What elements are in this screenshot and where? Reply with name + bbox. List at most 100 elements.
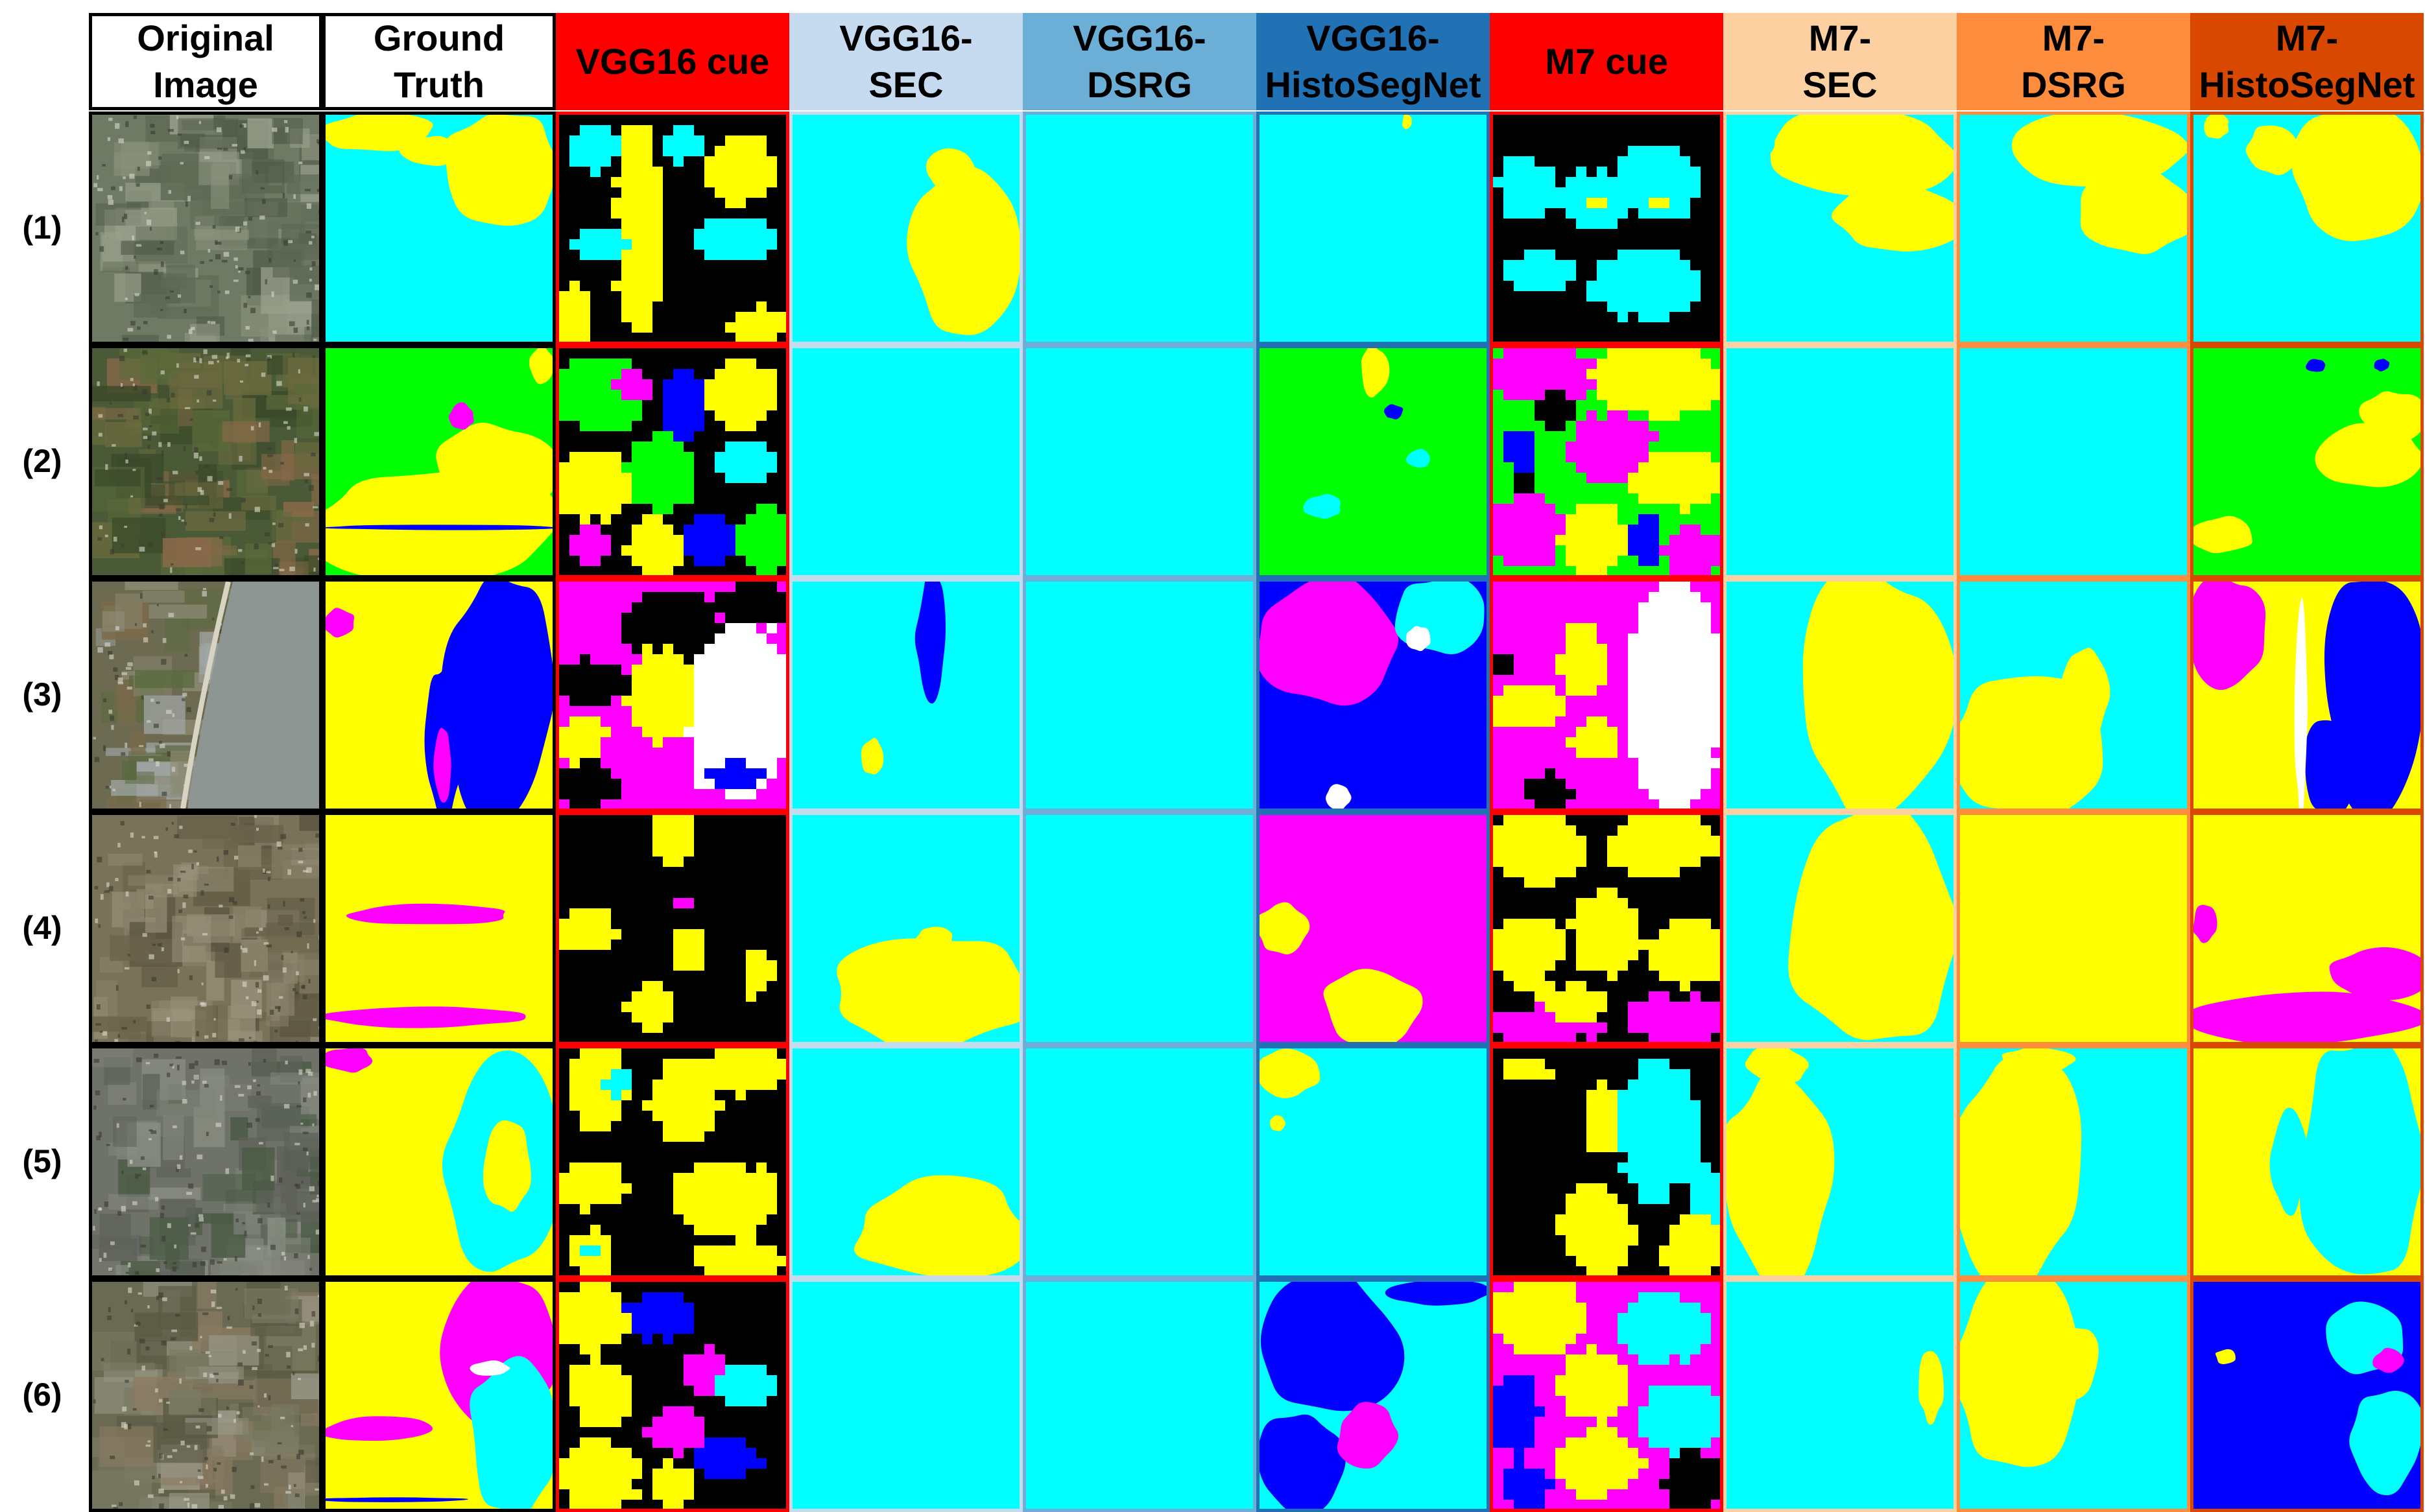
segmentation-map-r6-c10 — [2190, 1279, 2424, 1512]
region-black — [1493, 654, 1514, 675]
segmentation-map-r4-c3 — [556, 812, 789, 1045]
region-yellow — [837, 938, 1020, 1042]
region-cyan — [694, 219, 777, 260]
region-black — [1514, 473, 1535, 493]
segmentation-map-r4-c9 — [1957, 812, 2190, 1045]
segmentation-map-r2-c10 — [2190, 345, 2424, 578]
segmentation-map-r6-c8 — [1723, 1279, 1957, 1512]
segmentation-map-r5-c7 — [1490, 1045, 1723, 1279]
column-header-3: VGG16 cue — [556, 13, 789, 110]
segmentation-map-r6-c4 — [789, 1279, 1023, 1512]
column-header-8: M7- SEC — [1723, 13, 1957, 110]
segmentation-map-r1-c6 — [1256, 112, 1490, 345]
segmentation-map-r5-c2 — [322, 1045, 556, 1279]
region-yellow — [1649, 198, 1669, 208]
region-yellow — [1555, 504, 1628, 575]
region-blue — [2305, 720, 2356, 809]
segmentation-map-r2-c2 — [322, 345, 556, 578]
region-green — [621, 431, 694, 514]
segmentation-map-r5-c10 — [2190, 1045, 2424, 1279]
segmentation-map-r5-c5 — [1023, 1045, 1256, 1279]
segmentation-map-r3-c2 — [322, 578, 556, 812]
segmentation-map-r4-c10 — [2190, 812, 2424, 1045]
region-yellow — [673, 929, 704, 971]
satellite-image-r1-c1 — [89, 112, 322, 345]
segmentation-map-r2-c8 — [1723, 345, 1957, 578]
segmentation-map-r6-c3 — [556, 1279, 789, 1512]
column-header-7: M7 cue — [1490, 13, 1723, 110]
segmentation-map-r4-c4 — [789, 812, 1023, 1045]
row-label-5: (5) — [0, 1142, 84, 1180]
region-yellow — [704, 136, 777, 208]
region-cyan — [2300, 1048, 2420, 1274]
region-yellow — [1586, 1080, 1618, 1152]
segmentation-map-r4-c2 — [322, 812, 556, 1045]
region-yellow — [1493, 1282, 1586, 1354]
column-header-6: VGG16- HistoSegNet — [1256, 13, 1490, 110]
column-header-4: VGG16- SEC — [789, 13, 1023, 110]
segmentation-map-r3-c7 — [1490, 578, 1723, 812]
region-magenta — [1493, 493, 1566, 566]
satellite-image-r2-c1 — [89, 345, 322, 578]
segmentation-map-r5-c3 — [556, 1045, 789, 1279]
segmentation-map-r6-c2 — [322, 1279, 556, 1512]
segmentation-map-r2-c9 — [1957, 345, 2190, 578]
segmentation-map-r4-c6 — [1256, 812, 1490, 1045]
segmentation-map-r6-c5 — [1023, 1279, 1256, 1512]
segmentation-map-r1-c7 — [1490, 112, 1723, 345]
segmentation-map-r4-c7 — [1490, 812, 1723, 1045]
row-label-2: (2) — [0, 442, 84, 480]
region-white — [1628, 582, 1720, 809]
segmentation-map-r1-c5 — [1023, 112, 1256, 345]
segmentation-map-r3-c8 — [1723, 578, 1957, 812]
segmentation-map-r1-c9 — [1957, 112, 2190, 345]
region-yellow — [444, 115, 553, 226]
column-header-5: VGG16- DSRG — [1023, 13, 1256, 110]
segmentation-map-r5-c9 — [1957, 1045, 2190, 1279]
column-header-9: M7- DSRG — [1957, 13, 2190, 110]
segmentation-map-r1-c10 — [2190, 112, 2424, 345]
region-yellow — [1493, 685, 1566, 727]
segmentation-map-r2-c4 — [789, 345, 1023, 578]
segmentation-map-r2-c3 — [556, 345, 789, 578]
segmentation-map-r4-c8 — [1723, 812, 1957, 1045]
segmentation-map-r2-c5 — [1023, 345, 1256, 578]
region-yellow — [1586, 198, 1607, 208]
segmentation-map-r3-c6 — [1256, 578, 1490, 812]
segmentation-map-r6-c9 — [1957, 1279, 2190, 1512]
segmentation-map-r6-c7 — [1490, 1279, 1723, 1512]
segmentation-map-r1-c8 — [1723, 112, 1957, 345]
region-yellow — [559, 452, 632, 525]
satellite-image-r4-c1 — [89, 812, 322, 1045]
segmentation-map-r4-c5 — [1023, 812, 1256, 1045]
satellite-image-r3-c1 — [89, 578, 322, 812]
row-label-4: (4) — [0, 909, 84, 947]
segmentation-map-r5-c4 — [789, 1045, 1023, 1279]
segmentation-map-r3-c5 — [1023, 578, 1256, 812]
segmentation-map-r6-c6 — [1256, 1279, 1490, 1512]
segmentation-map-r3-c4 — [789, 578, 1023, 812]
region-yellow — [559, 1437, 642, 1509]
segmentation-map-r3-c3 — [556, 578, 789, 812]
segmentation-map-r5-c6 — [1256, 1045, 1490, 1279]
segmentation-map-r1-c2 — [322, 112, 556, 345]
region-yellow — [1493, 815, 1586, 888]
segmentation-map-r5-c8 — [1723, 1045, 1957, 1279]
row-label-3: (3) — [0, 676, 84, 713]
row-label-6: (6) — [0, 1376, 84, 1413]
row-label-1: (1) — [0, 209, 84, 246]
region-cyan — [1618, 1059, 1701, 1204]
region-yellow — [559, 1282, 632, 1354]
region-yellow — [1788, 815, 1953, 1040]
region-yellow — [1649, 919, 1720, 991]
satellite-image-r5-c1 — [89, 1045, 322, 1279]
segmentation-map-r1-c4 — [789, 112, 1023, 345]
segmentation-map-r2-c7 — [1490, 345, 1723, 578]
column-header-10: M7- HistoSegNet — [2190, 13, 2424, 110]
region-yellow — [1555, 1344, 1628, 1427]
column-header-2: Ground Truth — [322, 13, 556, 110]
region-blue — [663, 369, 704, 442]
region-cyan — [1618, 1292, 1711, 1365]
region-yellow — [704, 359, 777, 431]
segmentation-map-r3-c10 — [2190, 578, 2424, 812]
